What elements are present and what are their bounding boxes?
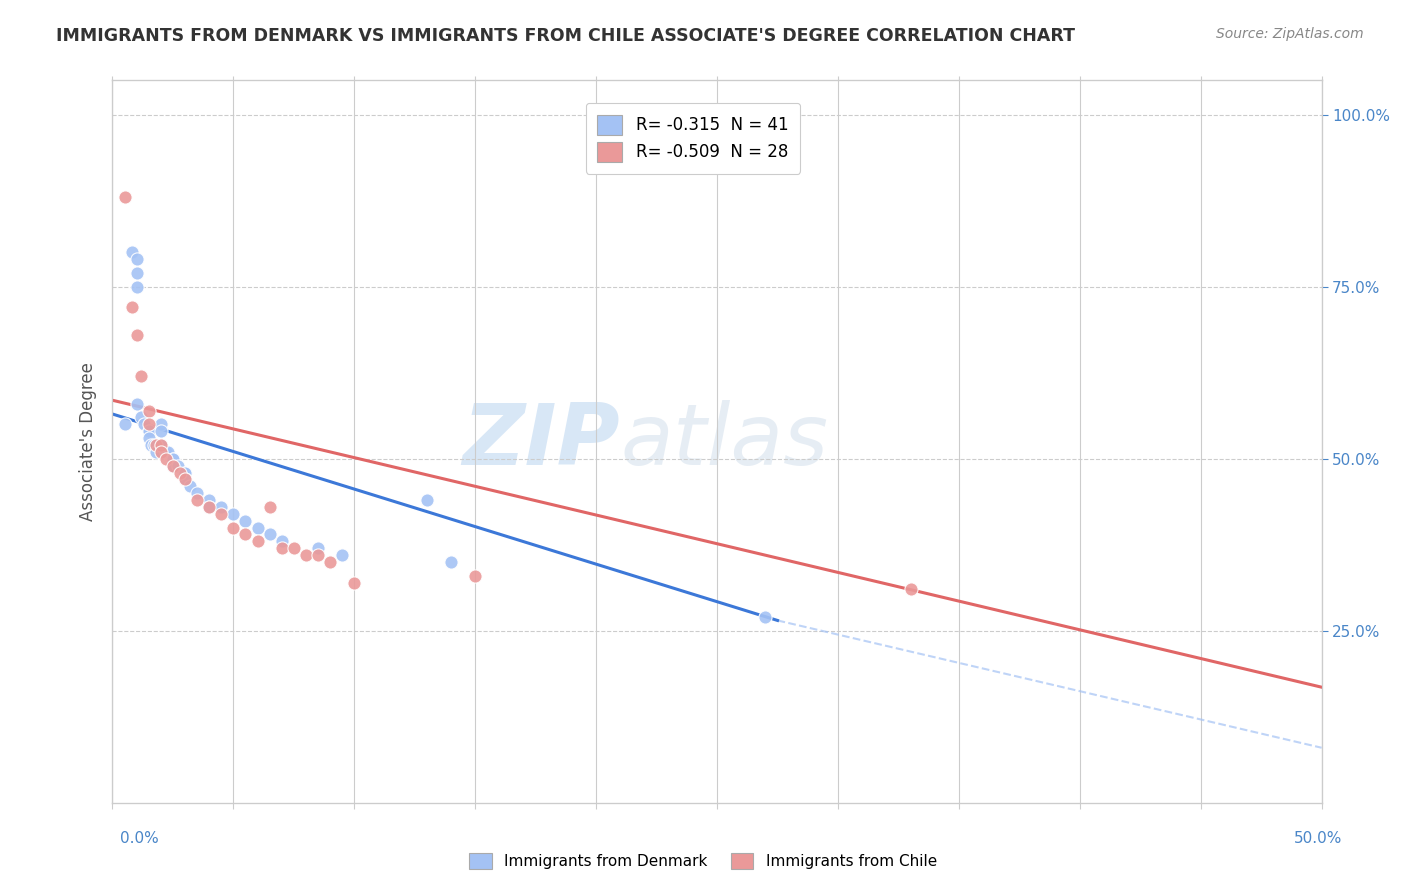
Point <box>270 541 292 556</box>
Text: 50.0%: 50.0% <box>1295 831 1343 846</box>
Point <box>246 534 269 549</box>
Point <box>138 431 160 445</box>
Point <box>138 403 160 417</box>
Point <box>125 252 148 267</box>
Point <box>235 514 257 528</box>
Point <box>125 397 148 411</box>
Point <box>222 520 245 534</box>
Point <box>142 438 165 452</box>
Point <box>222 507 245 521</box>
Point <box>138 424 160 438</box>
Point <box>125 327 148 342</box>
Text: 0.0%: 0.0% <box>120 831 159 846</box>
Text: Source: ZipAtlas.com: Source: ZipAtlas.com <box>1216 27 1364 41</box>
Point <box>131 369 153 384</box>
Point <box>114 190 136 204</box>
Point <box>416 493 439 508</box>
Point <box>307 548 329 562</box>
Point <box>259 527 281 541</box>
Point <box>149 424 172 438</box>
Point <box>121 301 143 315</box>
Point <box>149 445 172 459</box>
Point <box>162 458 184 473</box>
Point <box>319 555 342 569</box>
Point <box>174 466 197 480</box>
Text: atlas: atlas <box>620 400 828 483</box>
Point <box>179 479 201 493</box>
Point <box>166 458 188 473</box>
Point <box>330 548 353 562</box>
Point <box>162 451 184 466</box>
Point <box>186 493 208 508</box>
Point <box>149 417 172 432</box>
Point <box>114 417 136 432</box>
Point <box>131 410 153 425</box>
Point <box>259 500 281 514</box>
Point <box>162 458 184 473</box>
Point <box>155 445 177 459</box>
Point <box>138 417 160 432</box>
Point <box>149 438 172 452</box>
Point <box>145 438 167 452</box>
Text: ZIP: ZIP <box>463 400 620 483</box>
Point <box>149 438 172 452</box>
Point <box>270 534 292 549</box>
Point <box>198 500 221 514</box>
Point <box>125 279 148 293</box>
Point <box>209 500 232 514</box>
Point <box>174 472 197 486</box>
Point <box>246 520 269 534</box>
Point <box>186 486 208 500</box>
Legend: Immigrants from Denmark, Immigrants from Chile: Immigrants from Denmark, Immigrants from… <box>463 847 943 875</box>
Point <box>174 472 197 486</box>
Point <box>157 445 180 459</box>
Point <box>283 541 305 556</box>
Point <box>464 568 486 582</box>
Point <box>198 493 221 508</box>
Point <box>132 417 155 432</box>
Point <box>145 445 167 459</box>
Point <box>174 466 197 480</box>
Y-axis label: Associate's Degree: Associate's Degree <box>79 362 97 521</box>
Point <box>141 438 163 452</box>
Point <box>125 266 148 280</box>
Point <box>440 555 463 569</box>
Point <box>209 507 232 521</box>
Point <box>169 466 191 480</box>
Point <box>155 451 177 466</box>
Point <box>295 548 318 562</box>
Point <box>121 245 143 260</box>
Point <box>235 527 257 541</box>
Legend: R= -0.315  N = 41, R= -0.509  N = 28: R= -0.315 N = 41, R= -0.509 N = 28 <box>586 103 800 174</box>
Point <box>343 575 366 590</box>
Text: IMMIGRANTS FROM DENMARK VS IMMIGRANTS FROM CHILE ASSOCIATE'S DEGREE CORRELATION : IMMIGRANTS FROM DENMARK VS IMMIGRANTS FR… <box>56 27 1076 45</box>
Point <box>307 541 329 556</box>
Point <box>900 582 922 597</box>
Point <box>162 451 184 466</box>
Point <box>138 424 160 438</box>
Point <box>198 500 221 514</box>
Point <box>754 610 776 624</box>
